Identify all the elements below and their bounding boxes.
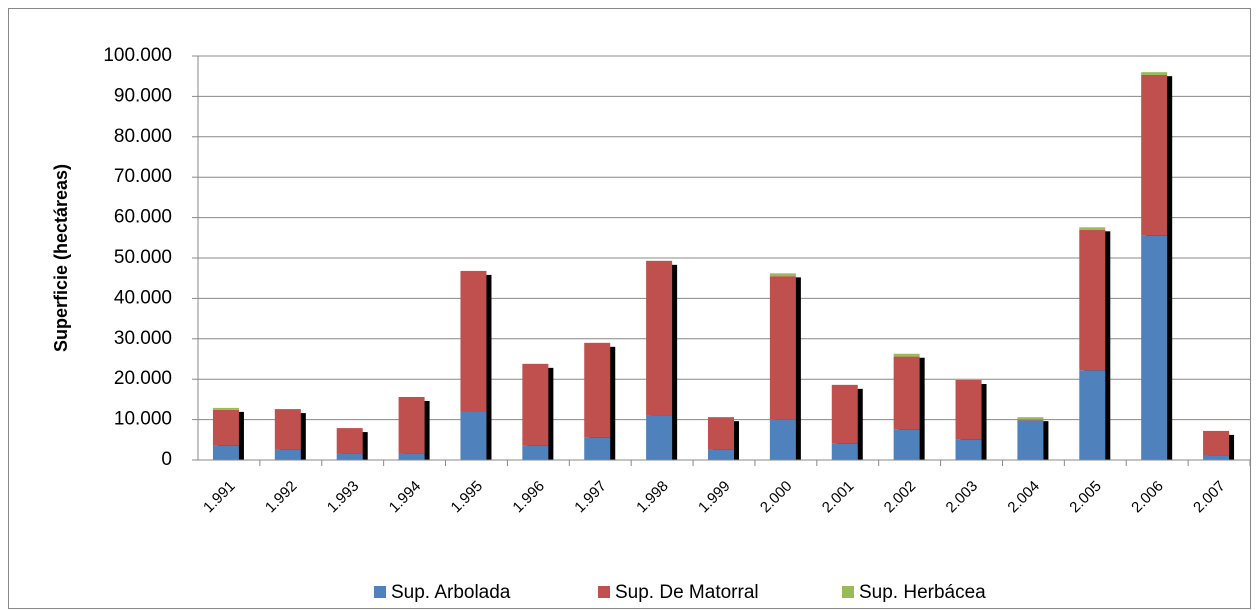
legend-swatch (842, 586, 854, 598)
bar-segment (1017, 420, 1044, 460)
bar-segment (1141, 74, 1168, 236)
y-tick-label: 60.000 (114, 207, 172, 228)
y-tick-label: 90.000 (114, 85, 172, 106)
bar-segment (1017, 419, 1044, 421)
bar-segment (708, 449, 734, 460)
bar-segment (522, 445, 549, 460)
bar-segment (769, 273, 796, 277)
bar-segment (1017, 417, 1044, 420)
bar-segment (460, 411, 487, 460)
bar-segment (769, 276, 796, 420)
bar-segment (584, 437, 611, 460)
bar-segment (831, 384, 858, 444)
legend-label: Sup. Arbolada (391, 582, 511, 603)
bar-segment (398, 396, 425, 454)
bar-segment (522, 363, 549, 446)
y-tick-label: 70.000 (114, 166, 172, 187)
bar-segment (1203, 430, 1230, 456)
bar-segment (274, 409, 301, 450)
bar-segment (398, 453, 425, 460)
bar-segment (893, 353, 920, 357)
y-tick-label: 20.000 (114, 368, 172, 389)
y-tick-label: 0 (161, 449, 172, 470)
bar-segment (584, 342, 611, 438)
legend-label: Sup. De Matorral (615, 582, 759, 603)
bar-segment (1079, 227, 1106, 230)
bar-segment (212, 409, 239, 446)
bar-segment (212, 407, 239, 410)
bar-segment (955, 380, 982, 440)
y-tick-label: 30.000 (114, 328, 172, 349)
bar-segment (769, 419, 796, 460)
bar-segment (893, 429, 920, 460)
y-tick-label: 100.000 (103, 45, 172, 66)
y-axis-title: Superficie (hectáreas) (51, 164, 71, 352)
bar-segment (1141, 235, 1168, 460)
bar-segment (831, 443, 858, 460)
bar-segment (1203, 455, 1230, 460)
bar-segment (708, 417, 734, 450)
bar-segment (274, 449, 301, 460)
bar-segment (646, 415, 673, 460)
y-tick-label: 10.000 (114, 409, 172, 430)
bar-segment (336, 453, 363, 460)
legend-swatch (598, 586, 610, 598)
bar-segment (1141, 72, 1168, 75)
y-tick-label: 50.000 (114, 247, 172, 268)
legend-label: Sup. Herbácea (859, 582, 986, 603)
y-tick-label: 40.000 (114, 287, 172, 308)
legend-swatch (374, 586, 386, 598)
bar-segment (1079, 229, 1106, 371)
y-tick-label: 80.000 (114, 126, 172, 147)
bar-segment (212, 445, 239, 460)
bar-segment (460, 270, 487, 412)
bar-segment (955, 439, 982, 460)
bar-segment (646, 260, 673, 416)
bar-segment (1079, 370, 1106, 460)
bar-segment (336, 428, 363, 454)
chart-frame (8, 8, 1251, 609)
bar-segment (893, 356, 920, 430)
